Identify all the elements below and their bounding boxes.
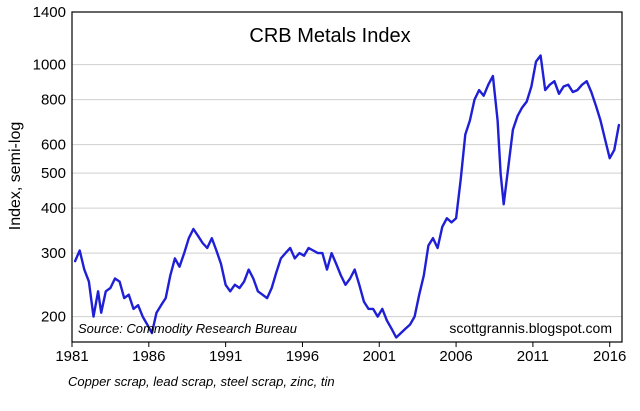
plot-frame <box>71 11 623 343</box>
y-tick-label: 1000 <box>33 57 66 74</box>
x-tick-label: 1996 <box>286 348 319 365</box>
source-note: Source: Commodity Research Bureau <box>78 321 297 336</box>
y-tick-label: 800 <box>41 92 66 109</box>
x-tick-label: 2016 <box>593 348 626 365</box>
credit-note: scottgrannis.blogspot.com <box>449 320 612 336</box>
y-tick-label: 200 <box>41 309 66 326</box>
y-axis-label: Index, semi-log <box>7 122 24 231</box>
x-axis-ticks: 1981 1986 1991 1996 2001 2006 2011 2016 <box>55 342 626 365</box>
y-axis-ticks: 200 300 400 500 600 800 1000 1400 <box>33 4 66 326</box>
y-tick-label: 500 <box>41 165 66 182</box>
x-tick-label: 1981 <box>55 348 88 365</box>
y-tick-label: 1400 <box>33 4 66 21</box>
y-tick-label: 600 <box>41 137 66 154</box>
series-line <box>73 54 621 339</box>
footnote: Copper scrap, lead scrap, steel scrap, z… <box>68 374 335 389</box>
x-tick-label: 2006 <box>439 348 472 365</box>
x-tick-label: 2011 <box>517 348 549 365</box>
gridlines <box>72 64 622 318</box>
chart-title: CRB Metals Index <box>249 25 410 47</box>
x-tick-label: 2001 <box>363 348 396 365</box>
x-tick-label: 1991 <box>209 348 242 365</box>
y-tick-label: 400 <box>41 200 66 217</box>
y-tick-label: 300 <box>41 245 66 262</box>
x-tick-label: 1986 <box>132 348 165 365</box>
